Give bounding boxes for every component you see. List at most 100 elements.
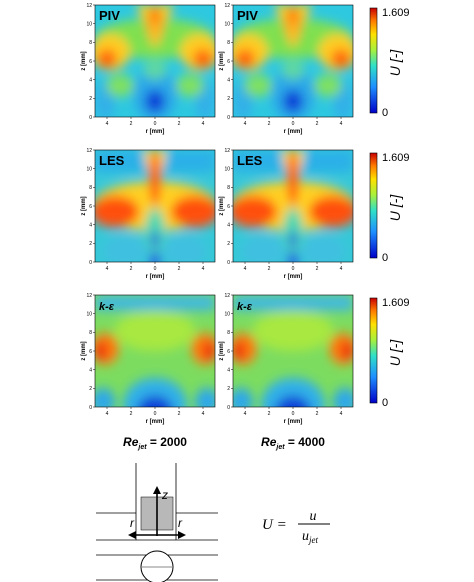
x-tick-label: 2 xyxy=(316,266,319,272)
y-axis-label: z [mm] xyxy=(81,196,87,215)
panel-label-piv: PIV xyxy=(237,8,258,23)
y-tick-label: 4 xyxy=(227,77,230,83)
equation-lhs: U = xyxy=(262,517,287,533)
x-axis-label: r [mm] xyxy=(284,274,303,280)
equation-denominator: ujet xyxy=(302,529,318,545)
y-tick-label: 2 xyxy=(227,96,230,102)
y-axis-label: z [mm] xyxy=(219,196,225,215)
colorbar-ke: 1.609 0 U [-] xyxy=(369,297,410,409)
y-tick-label: 6 xyxy=(89,349,92,355)
y-tick-label: 8 xyxy=(89,330,92,336)
re-label: Rejet = 4000 xyxy=(261,435,325,451)
contour-panel-piv-1: PIV 0 2 4 6 8 10 12 4 2 0 2 4 r [mm] z [mm] xyxy=(81,3,216,135)
re-label: Rejet = 2000 xyxy=(123,435,187,451)
y-tick-label: 10 xyxy=(86,311,92,317)
y-tick-label: 12 xyxy=(224,293,230,299)
x-tick-label: 2 xyxy=(178,121,181,127)
x-tick-label: 2 xyxy=(178,411,181,417)
y-tick-label: 6 xyxy=(227,204,230,210)
colorbar-min-label: 0 xyxy=(382,107,388,119)
x-axis-label: r [mm] xyxy=(146,419,165,425)
x-tick-label: 0 xyxy=(154,411,157,417)
y-tick-label: 10 xyxy=(224,311,230,317)
y-tick-label: 12 xyxy=(86,148,92,154)
x-tick-label: 4 xyxy=(202,121,205,127)
y-tick-label: 12 xyxy=(86,293,92,299)
x-tick-label: 0 xyxy=(292,266,295,272)
y-tick-label: 0 xyxy=(227,405,230,411)
y-tick-label: 2 xyxy=(89,96,92,102)
contour-panel-piv-2: PIV 0 2 4 6 8 10 12 4 2 0 2 4 r [mm] z [mm] xyxy=(219,3,354,135)
y-axis-label: z [mm] xyxy=(81,51,87,70)
x-tick-label: 0 xyxy=(292,411,295,417)
y-tick-label: 2 xyxy=(227,386,230,392)
colorbar-min-label: 0 xyxy=(382,252,388,264)
panel-label-piv: PIV xyxy=(99,8,120,23)
x-tick-label: 0 xyxy=(154,266,157,272)
x-axis-label: r [mm] xyxy=(146,274,165,280)
r-left-arrow-icon xyxy=(128,531,136,539)
colorbar-les: 1.609 0 U [-] xyxy=(369,152,410,264)
x-tick-label: 4 xyxy=(340,121,343,127)
x-tick-label: 4 xyxy=(106,266,109,272)
x-tick-label: 2 xyxy=(268,411,271,417)
z-arrow-icon xyxy=(153,486,161,494)
y-tick-label: 4 xyxy=(227,222,230,228)
x-tick-label: 0 xyxy=(154,121,157,127)
colorbar-gradient xyxy=(369,152,378,259)
r-right-arrow-icon xyxy=(178,531,186,539)
y-axis-label: z [mm] xyxy=(81,341,87,360)
y-tick-label: 6 xyxy=(89,204,92,210)
equation-numerator: u xyxy=(310,509,317,524)
y-axis-label: z [mm] xyxy=(219,341,225,360)
x-tick-label: 2 xyxy=(130,121,133,127)
colorbar-piv: 1.609 0 U [-] xyxy=(369,7,410,119)
colorbar-min-label: 0 xyxy=(382,397,388,409)
y-tick-label: 10 xyxy=(224,166,230,172)
y-tick-label: 0 xyxy=(227,115,230,121)
x-tick-label: 0 xyxy=(292,121,295,127)
x-axis-label: r [mm] xyxy=(146,129,165,135)
y-tick-label: 4 xyxy=(89,222,92,228)
colorbar-label: U [-] xyxy=(387,194,403,222)
y-tick-label: 6 xyxy=(89,59,92,65)
x-tick-label: 2 xyxy=(316,411,319,417)
y-tick-label: 8 xyxy=(89,185,92,191)
x-tick-label: 4 xyxy=(244,411,247,417)
x-tick-label: 2 xyxy=(316,121,319,127)
y-tick-label: 8 xyxy=(89,40,92,46)
y-tick-label: 10 xyxy=(86,21,92,27)
colorbar-max-label: 1.609 xyxy=(382,152,410,164)
x-axis-label: r [mm] xyxy=(284,419,303,425)
x-tick-label: 2 xyxy=(268,266,271,272)
x-tick-label: 4 xyxy=(340,266,343,272)
x-tick-label: 4 xyxy=(202,266,205,272)
y-tick-label: 0 xyxy=(89,405,92,411)
y-tick-label: 2 xyxy=(227,241,230,247)
y-tick-label: 4 xyxy=(227,367,230,373)
x-tick-label: 2 xyxy=(268,121,271,127)
schematic-z-label: z xyxy=(161,488,168,502)
y-tick-label: 10 xyxy=(224,21,230,27)
y-tick-label: 4 xyxy=(89,367,92,373)
y-tick-label: 8 xyxy=(227,330,230,336)
x-tick-label: 4 xyxy=(244,121,247,127)
y-tick-label: 12 xyxy=(224,3,230,9)
panel-label-ke: k-ε xyxy=(99,301,115,313)
x-tick-label: 2 xyxy=(178,266,181,272)
schematic-r-left-label: r xyxy=(130,516,135,530)
velocity-equation: U = u ujet xyxy=(262,509,330,545)
colorbar-max-label: 1.609 xyxy=(382,297,410,309)
y-tick-label: 6 xyxy=(227,349,230,355)
y-tick-label: 2 xyxy=(89,386,92,392)
y-tick-label: 8 xyxy=(227,185,230,191)
x-tick-label: 4 xyxy=(202,411,205,417)
schematic-r-right-label: r xyxy=(178,516,183,530)
colorbar-label: U [-] xyxy=(387,49,403,77)
colorbar-gradient xyxy=(369,297,378,404)
y-tick-label: 4 xyxy=(89,77,92,83)
y-axis-label: z [mm] xyxy=(219,51,225,70)
contour-panel-les-2: LES 0 2 4 6 8 10 12 4 2 0 2 4 r [mm] z [mm] xyxy=(219,148,354,280)
y-tick-label: 12 xyxy=(224,148,230,154)
